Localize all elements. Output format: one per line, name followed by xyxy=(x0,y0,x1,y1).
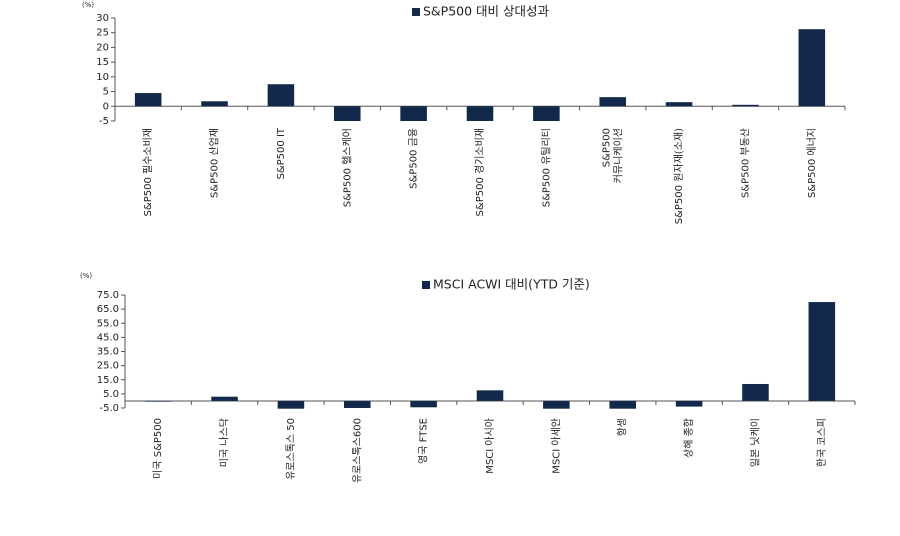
bar xyxy=(798,29,826,107)
bar xyxy=(334,106,361,121)
x-tick-label: S&P500 원자재(소재) xyxy=(673,128,685,224)
x-tick-label: S&P500커뮤니케이션 xyxy=(602,128,625,183)
y-tick-label: 55.0 xyxy=(97,318,119,329)
x-tick-label: 미국 S&P500 xyxy=(152,418,164,479)
bar xyxy=(533,106,560,121)
y-tick-label: 25 xyxy=(96,28,109,39)
bar xyxy=(742,383,769,401)
x-tick-label: S&P500 헬스케어 xyxy=(341,128,353,207)
x-tick-label: S&P500 부동산 xyxy=(739,128,751,198)
y-tick-label: -5 xyxy=(99,116,109,127)
y-tick-label: 5 xyxy=(103,87,109,98)
x-tick-label: 영국 FTSE xyxy=(418,418,430,464)
x-tick-label: S&P500 경기소비재 xyxy=(473,128,486,216)
y-tick-label: 5.0 xyxy=(103,389,119,400)
x-tick-label: S&P500 에너지 xyxy=(806,128,818,198)
legend-label: S&P500 대비 상대성과 xyxy=(423,4,550,19)
x-tick-label: S&P500 유틸리티 xyxy=(539,128,552,207)
bar xyxy=(134,93,162,107)
bar xyxy=(277,400,305,409)
bar xyxy=(211,396,238,401)
y-tick-label: -5.0 xyxy=(99,403,119,414)
x-tick-label: 유로스톡스 50 xyxy=(285,418,297,480)
bar xyxy=(267,84,295,107)
x-tick-label: 유로스톡스600 xyxy=(351,418,363,483)
x-tick-label: 일본 닛케이 xyxy=(749,418,761,467)
y-tick-label: 45.0 xyxy=(97,332,119,343)
y-tick-label: 20 xyxy=(96,42,109,53)
x-tick-label: S&P500 IT xyxy=(276,127,287,179)
y-tick-label: 35.0 xyxy=(97,347,119,358)
x-tick-label: 한국 코스피 xyxy=(816,418,828,467)
bar xyxy=(201,101,228,107)
x-tick-label: MSCI 아세안 xyxy=(550,418,562,474)
bar xyxy=(144,400,172,402)
bar xyxy=(665,102,693,107)
bar xyxy=(599,97,626,107)
unit-label: (%) xyxy=(80,272,92,280)
bar xyxy=(344,400,371,408)
bar xyxy=(466,106,494,121)
y-tick-label: 15 xyxy=(96,57,109,68)
legend-swatch xyxy=(422,281,430,289)
x-tick-label: S&P500 금융 xyxy=(408,128,420,189)
bar xyxy=(476,390,504,401)
y-tick-label: 75.0 xyxy=(97,290,119,301)
bar xyxy=(732,104,759,107)
x-tick-label: S&P500 산업재 xyxy=(208,128,221,198)
y-tick-label: 25.0 xyxy=(97,361,119,372)
unit-label: (%) xyxy=(82,1,94,9)
legend-label: MSCI ACWI 대비(YTD 기준) xyxy=(433,277,590,292)
bar xyxy=(808,302,836,401)
y-tick-label: 30 xyxy=(96,13,109,24)
bar xyxy=(400,106,427,121)
x-tick-label: 상해 종합 xyxy=(682,418,695,458)
x-tick-label: S&P500 필수소비재 xyxy=(142,128,154,216)
bar xyxy=(410,400,437,408)
y-tick-label: 0 xyxy=(103,101,109,112)
y-tick-label: 65.0 xyxy=(97,304,119,315)
y-tick-label: 10 xyxy=(96,72,109,83)
bar xyxy=(543,400,570,409)
bar xyxy=(609,400,636,409)
bar xyxy=(675,400,703,407)
legend-swatch xyxy=(412,8,420,16)
x-tick-label: MSCI 아시아 xyxy=(484,418,496,474)
x-tick-label: 미국 나스닥 xyxy=(219,418,231,467)
y-tick-label: 15.0 xyxy=(97,375,119,386)
x-tick-label: 항셍 xyxy=(617,418,629,436)
